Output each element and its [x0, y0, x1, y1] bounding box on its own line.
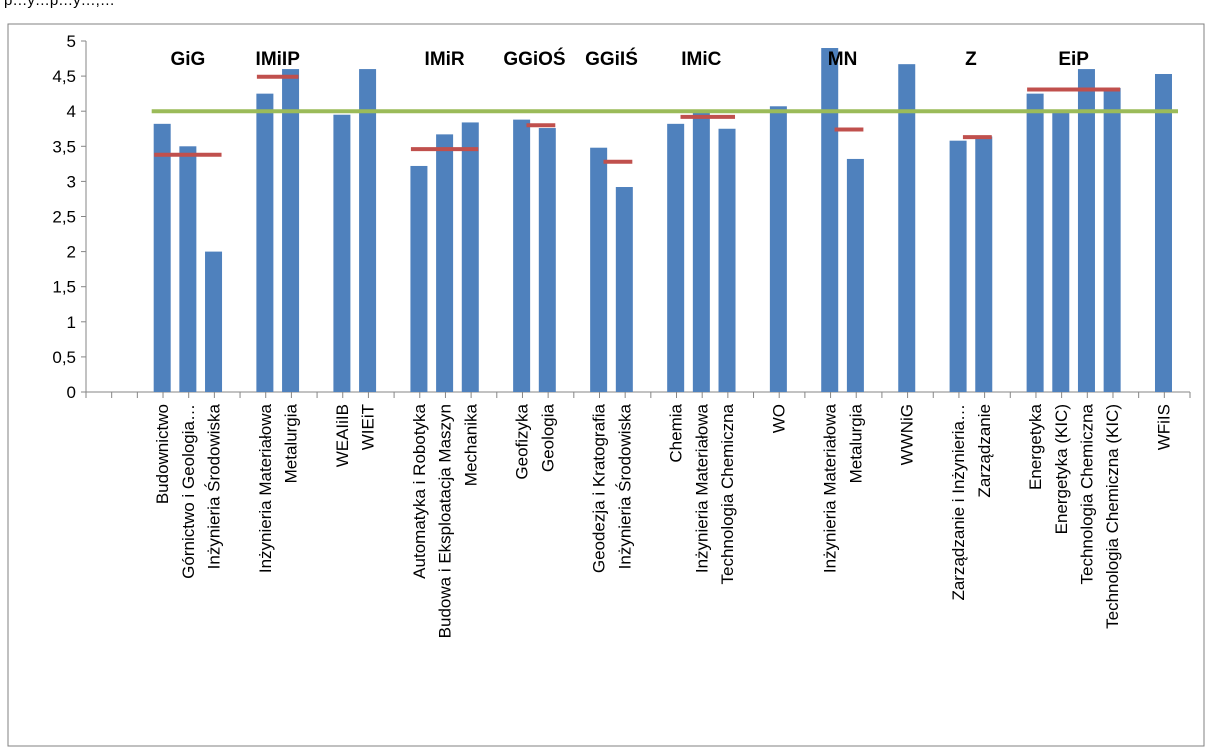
category-label: Inżynieria Środowiska: [615, 403, 634, 569]
bar: [1052, 111, 1070, 392]
group-label: EiP: [1058, 49, 1089, 70]
category-label: WWNiG: [898, 404, 917, 465]
category-label: Inżynieria Środowiska: [205, 403, 224, 569]
bar-series: [153, 48, 1172, 393]
y-tick-label: 4: [67, 102, 76, 121]
category-label: Technologia Chemiczna (KIC): [1103, 404, 1122, 629]
bar: [949, 140, 967, 392]
bar: [821, 48, 839, 393]
y-tick-label: 1: [67, 313, 76, 332]
bar: [333, 114, 351, 393]
category-label: WFiIS: [1154, 404, 1173, 450]
category-label: Energetyka (KIC): [1052, 404, 1071, 534]
bar: [282, 69, 300, 392]
cropped-top-text: p…y…p…y…,…: [4, 0, 115, 9]
category-label: Zarządzanie: [975, 404, 994, 498]
category-label: Energetyka: [1026, 403, 1045, 490]
category-label: WO: [769, 404, 788, 433]
y-tick-label: 3: [67, 172, 76, 191]
group-label: Z: [965, 49, 977, 70]
y-tick-label: 2,5: [52, 208, 76, 227]
bar: [359, 69, 377, 392]
bar: [975, 136, 993, 392]
bar: [205, 251, 223, 392]
category-label: Inżynieria Materiałowa: [692, 403, 711, 573]
bar: [692, 109, 710, 393]
bar: [1103, 88, 1121, 392]
bar: [615, 187, 633, 392]
group-average-lines: [154, 74, 1121, 164]
group-label: GGiIŚ: [585, 48, 638, 70]
y-tick-label: 2: [67, 243, 76, 262]
category-label: Geologia: [538, 403, 557, 472]
bar: [436, 134, 454, 392]
group-label: GiG: [170, 49, 205, 70]
category-label: WIEiT: [359, 404, 378, 450]
bar: [846, 158, 864, 392]
bar: [513, 119, 531, 393]
bar: [153, 123, 171, 392]
bar: [256, 93, 274, 393]
category-label: Metalurgia: [282, 403, 301, 483]
y-tick-label: 4,5: [52, 67, 76, 86]
category-label: Geofizyka: [513, 403, 532, 479]
bar: [410, 165, 428, 392]
group-label: IMiR: [425, 49, 465, 70]
bar: [538, 128, 556, 392]
bar: [769, 106, 787, 392]
y-tick-label: 0: [67, 383, 76, 402]
y-tick-label: 3,5: [52, 137, 76, 156]
group-label: IMiC: [681, 49, 721, 70]
category-label: Budownictwo: [153, 404, 172, 504]
y-axis: 0 0,5 1 1,5 2 2,5 3 3,5 4 4,5 5: [52, 32, 87, 402]
bar: [1077, 69, 1095, 392]
group-label: GGiOŚ: [503, 48, 565, 70]
bar: [718, 128, 736, 392]
category-label: Technologia Chemiczna: [1077, 403, 1096, 584]
category-label: Automatyka i Robotyka: [410, 403, 429, 578]
y-tick-label: 1,5: [52, 278, 76, 297]
group-labels: GiG IMiIP IMiR GGiOŚ GGiIŚ IMiC MN Z EiP: [170, 48, 1089, 70]
y-tick-label: 5: [67, 32, 76, 51]
group-label: IMiIP: [256, 49, 301, 70]
category-label: Zarządzanie i Inżynieria…: [949, 404, 968, 601]
category-label: Inżynieria Materiałowa: [256, 403, 275, 573]
category-label: Budowa i Eksploatacja Maszyn: [436, 404, 455, 638]
category-labels: Budownictwo Górnictwo i Geologia… Inżynier…: [153, 403, 1173, 638]
category-label: Technologia Chemiczna: [718, 403, 737, 584]
category-label: Inżynieria Materiałowa: [821, 403, 840, 573]
y-tick-label: 0,5: [52, 348, 76, 367]
bar: [1154, 73, 1172, 392]
bar: [898, 64, 916, 392]
bar: [179, 146, 197, 392]
category-label: Górnictwo i Geologia…: [179, 404, 198, 579]
category-label: Mechanika: [461, 403, 480, 486]
bar: [590, 147, 608, 392]
category-label: Chemia: [667, 403, 686, 462]
bar: [667, 123, 685, 392]
group-label: MN: [828, 49, 858, 70]
category-label: Geodezja i Kratografia: [590, 403, 609, 573]
bar: [1026, 93, 1044, 393]
category-label: WEAIiIB: [333, 404, 352, 467]
bar: [461, 122, 479, 392]
category-label: Metalurgia: [846, 403, 865, 483]
